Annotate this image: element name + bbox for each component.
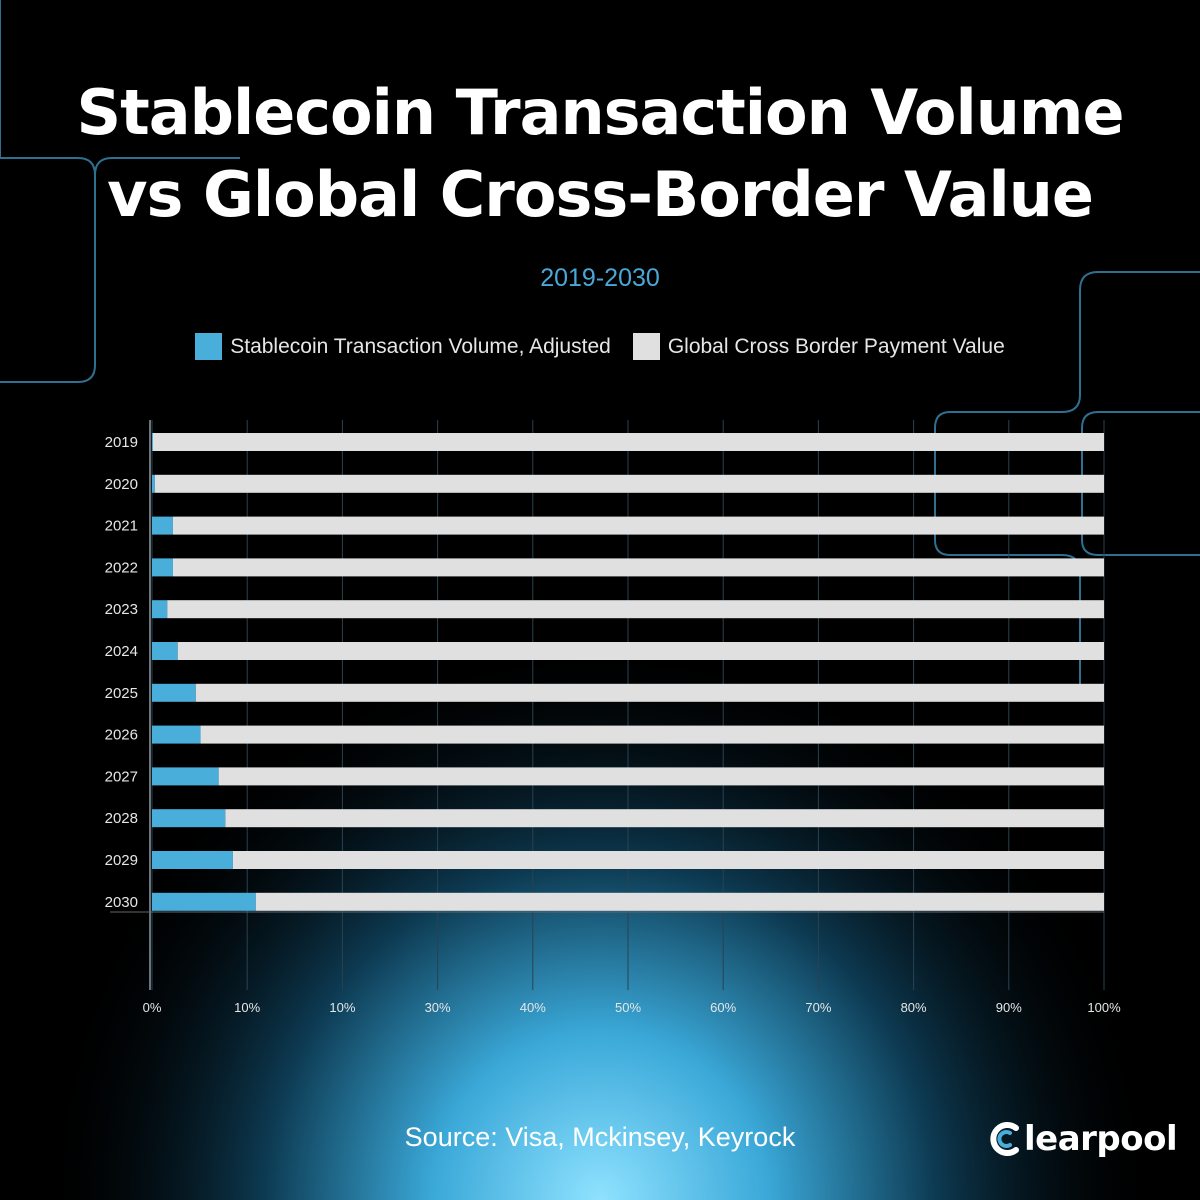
x-tick-label: 90% [996, 1000, 1022, 1015]
legend-swatch-global [632, 333, 660, 360]
bar-stablecoin-2022 [152, 558, 173, 577]
y-tick-label: 2025 [105, 685, 138, 702]
bar-stablecoin-2026 [152, 725, 201, 744]
bar-stablecoin-2020 [152, 474, 155, 493]
bar-global-2019 [152, 433, 1104, 451]
y-tick-label: 2023 [105, 601, 138, 618]
x-tick-label: 80% [901, 1000, 927, 1015]
bar-stablecoin-2024 [152, 642, 178, 660]
bar-global-2028 [225, 809, 1104, 828]
x-tick-label: 30% [425, 1000, 451, 1015]
y-tick-label: 2028 [105, 810, 138, 827]
bar-stablecoin-2030 [152, 892, 256, 911]
x-tick-label: 60% [710, 1000, 736, 1015]
legend-swatch-stablecoin [195, 333, 223, 360]
bar-global-2030 [255, 892, 1104, 911]
chart-legend: Stablecoin Transaction Volume, Adjusted … [0, 333, 1200, 360]
y-tick-label: 2026 [105, 727, 138, 744]
x-tick-label: 70% [805, 1000, 831, 1015]
y-tick-label: 2019 [105, 434, 138, 451]
bar-global-2026 [200, 725, 1104, 744]
y-tick-label: 2020 [105, 476, 138, 493]
x-tick-label: 50% [615, 1000, 641, 1015]
bar-global-2023 [167, 600, 1104, 619]
legend-label-stablecoin: Stablecoin Transaction Volume, Adjusted [230, 334, 611, 358]
bar-global-2025 [195, 683, 1105, 702]
y-tick-label: 2024 [105, 643, 138, 660]
source-note: Source: Visa, Mckinsey, Keyrock [404, 1122, 796, 1152]
y-tick-label: 2027 [105, 768, 138, 785]
clearpool-c-logo-icon [990, 1122, 1019, 1156]
bar-stablecoin-2023 [152, 600, 168, 619]
bar-stablecoin-2027 [152, 767, 219, 786]
bar-global-2024 [177, 642, 1105, 660]
chart-subtitle: 2019-2030 [540, 264, 660, 292]
bar-stablecoin-2028 [152, 809, 226, 828]
y-tick-label: 2022 [105, 559, 138, 576]
bar-global-2027 [218, 767, 1104, 786]
chart-title: Stablecoin Transaction Volume vs Global … [0, 72, 1200, 236]
bar-stablecoin-2029 [152, 851, 233, 869]
x-tick-label: 40% [520, 1000, 546, 1015]
y-tick-label: 2021 [105, 518, 138, 535]
x-tick-label: 10% [234, 1000, 260, 1015]
x-tick-label: 0% [143, 1000, 162, 1015]
bar-stablecoin-2021 [152, 516, 173, 535]
bar-stablecoin-2019 [152, 433, 153, 451]
x-tick-label: 100% [1087, 1000, 1121, 1015]
brand-name: learpool [1024, 1119, 1178, 1159]
legend-item-stablecoin: Stablecoin Transaction Volume, Adjusted [195, 333, 611, 360]
legend-item-global: Global Cross Border Payment Value [632, 333, 1005, 360]
chart-title-line-1: Stablecoin Transaction Volume [76, 76, 1124, 149]
y-tick-label: 2029 [105, 852, 138, 869]
clearpool-logo: learpool [990, 1117, 1178, 1161]
bar-stablecoin-2025 [152, 683, 196, 702]
legend-label-global: Global Cross Border Payment Value [667, 334, 1005, 358]
bar-global-2020 [154, 474, 1104, 493]
y-tick-label: 2030 [105, 894, 138, 911]
bar-global-2021 [172, 516, 1105, 535]
bar-global-2022 [172, 558, 1105, 577]
chart-title-line-2: vs Global Cross-Border Value [107, 158, 1094, 231]
x-tick-label: 10% [329, 1000, 355, 1015]
bar-global-2029 [232, 851, 1105, 869]
